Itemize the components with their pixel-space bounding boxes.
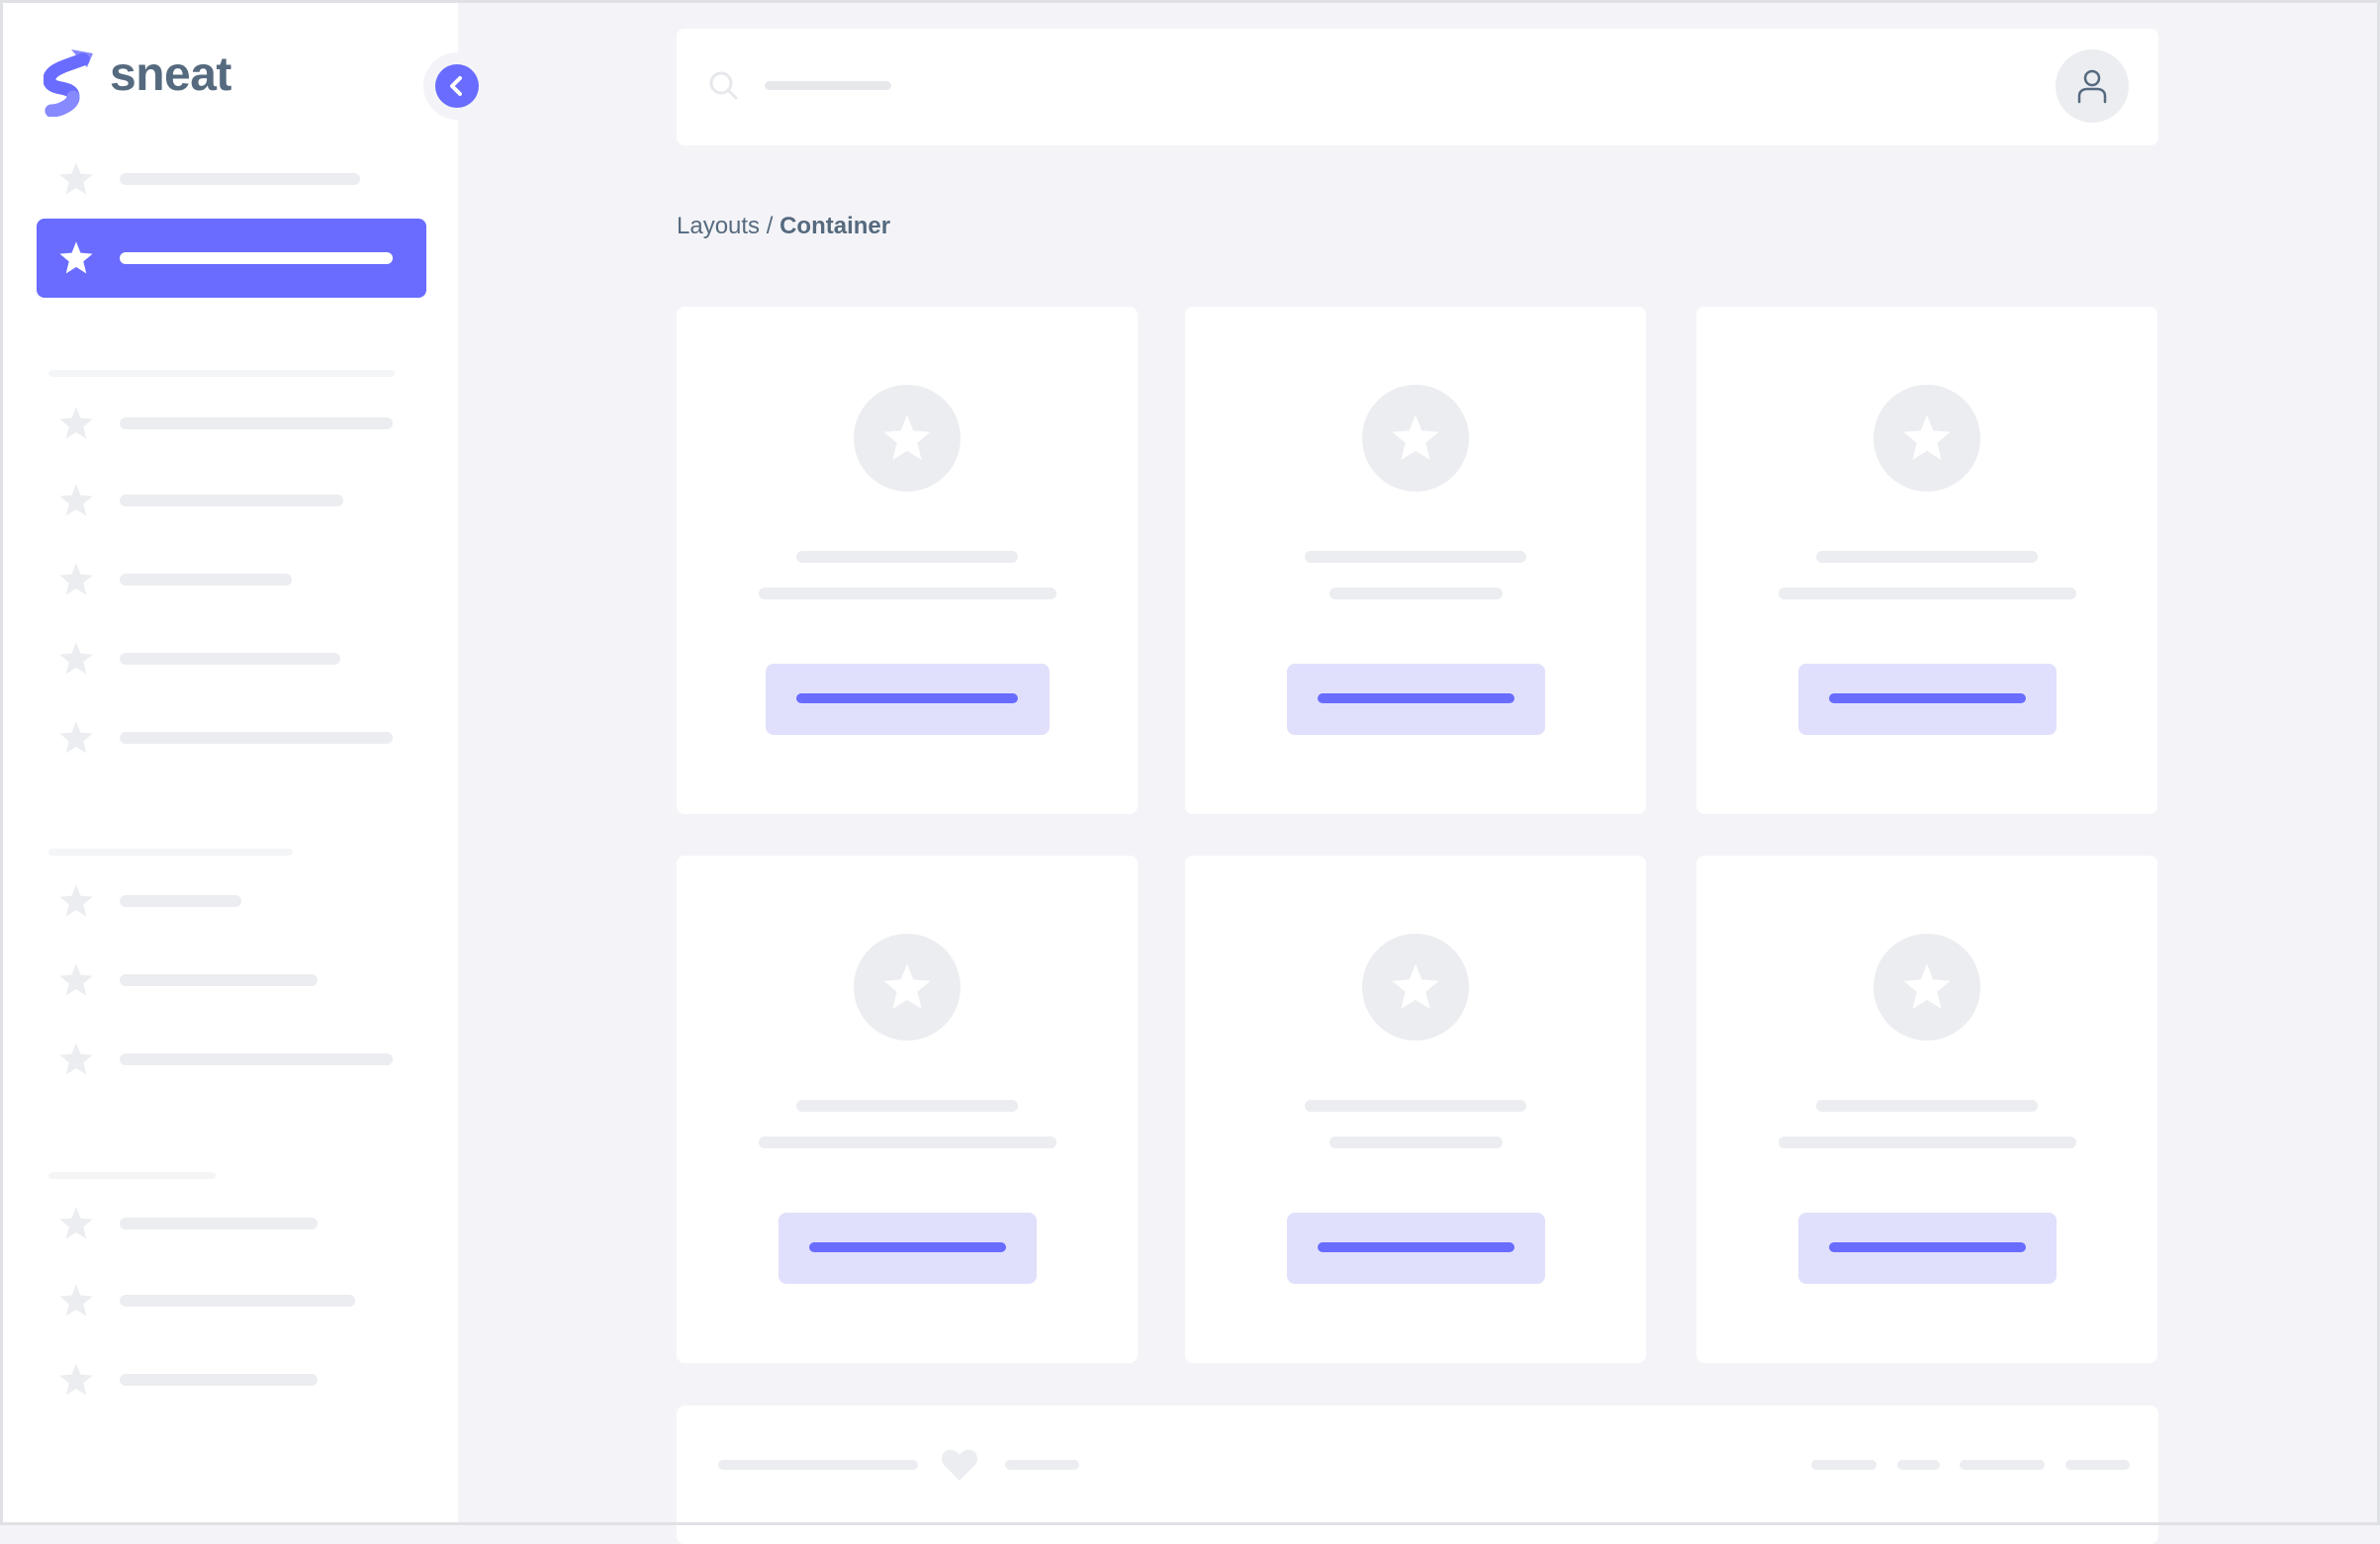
star-icon <box>57 882 95 920</box>
sidebar-item-label[interactable] <box>120 1053 393 1065</box>
star-icon <box>57 1282 95 1319</box>
sidebar-item-label[interactable] <box>120 653 340 665</box>
star-icon <box>57 1361 95 1399</box>
star-icon <box>57 640 95 678</box>
sidebar-item-label[interactable] <box>120 974 318 986</box>
footer <box>677 1406 2158 1544</box>
footer-link[interactable] <box>718 1460 918 1470</box>
breadcrumb-separator: / <box>766 213 774 239</box>
search-placeholder <box>765 81 891 90</box>
user-avatar[interactable] <box>2056 49 2129 123</box>
card-button-label <box>1828 693 2026 703</box>
content-card <box>677 307 1138 814</box>
card-button[interactable] <box>765 664 1050 735</box>
star-icon <box>1900 960 1954 1014</box>
card-subtitle <box>758 588 1056 599</box>
breadcrumb-current: Container <box>779 213 891 239</box>
card-button[interactable] <box>1286 1213 1545 1284</box>
sidebar-item-label[interactable] <box>120 732 393 744</box>
brand-name: sneat <box>110 48 231 101</box>
sidebar-item-label[interactable] <box>120 252 393 264</box>
card-title <box>1305 551 1526 563</box>
search-icon <box>709 71 738 100</box>
card-avatar <box>1874 385 1980 492</box>
user-icon <box>2077 69 2107 104</box>
card-button-label <box>1317 693 1514 703</box>
star-icon <box>880 960 934 1014</box>
sidebar-item-label[interactable] <box>120 173 360 185</box>
sidebar-item-label[interactable] <box>120 895 241 907</box>
sidebar-section-divider <box>48 370 395 377</box>
content-card <box>1185 307 1646 814</box>
footer-link[interactable] <box>1897 1460 1940 1470</box>
sidebar-section-divider <box>48 849 293 856</box>
card-button-label <box>1317 1242 1514 1252</box>
star-icon <box>57 561 95 598</box>
card-button-label <box>808 1242 1006 1252</box>
card-subtitle <box>1328 1136 1503 1148</box>
top-navbar <box>677 29 2158 145</box>
star-icon <box>1389 411 1442 465</box>
breadcrumb: Layouts / Container <box>677 213 890 240</box>
card-title <box>1816 551 2038 563</box>
star-icon <box>57 482 95 519</box>
card-button-label <box>1828 1242 2026 1252</box>
footer-link[interactable] <box>1005 1460 1079 1470</box>
sidebar-item-label[interactable] <box>120 574 292 586</box>
card-subtitle <box>1778 588 2076 599</box>
card-title <box>796 551 1018 563</box>
breadcrumb-parent[interactable]: Layouts <box>677 213 761 239</box>
card-button[interactable] <box>1797 1213 2057 1284</box>
card-avatar <box>1874 934 1980 1041</box>
sidebar: sneat <box>0 0 491 1525</box>
sidebar-item-label[interactable] <box>120 495 343 506</box>
card-avatar <box>854 934 961 1041</box>
star-icon <box>57 961 95 999</box>
card-button[interactable] <box>1286 664 1545 735</box>
footer-link[interactable] <box>1960 1460 2045 1470</box>
star-icon <box>57 1205 95 1242</box>
card-avatar <box>1362 385 1469 492</box>
sidebar-section-divider <box>48 1172 216 1179</box>
star-icon <box>57 239 95 277</box>
card-title <box>1305 1100 1526 1112</box>
sidebar-item-label[interactable] <box>120 1295 355 1307</box>
star-icon <box>1900 411 1954 465</box>
search-input[interactable] <box>706 58 944 114</box>
star-icon <box>57 405 95 442</box>
card-subtitle <box>1328 588 1503 599</box>
star-icon <box>57 160 95 198</box>
card-subtitle <box>758 1136 1056 1148</box>
logo-icon <box>43 49 93 118</box>
content-card <box>1185 856 1646 1363</box>
content-card <box>677 856 1138 1363</box>
card-button[interactable] <box>778 1213 1037 1284</box>
sidebar-item-label[interactable] <box>120 1218 318 1229</box>
card-button[interactable] <box>1797 664 2057 735</box>
card-avatar <box>1362 934 1469 1041</box>
footer-link[interactable] <box>2065 1460 2130 1470</box>
card-title <box>796 1100 1018 1112</box>
star-icon <box>57 719 95 757</box>
star-icon <box>57 1041 95 1078</box>
chevron-left-icon <box>450 76 462 96</box>
heart-icon <box>941 1447 978 1488</box>
brand-logo[interactable] <box>43 45 99 118</box>
sidebar-item-label[interactable] <box>120 417 393 429</box>
card-button-label <box>796 693 1018 703</box>
star-icon <box>1389 960 1442 1014</box>
sidebar-item-label[interactable] <box>120 1374 318 1386</box>
content-card <box>1696 307 2157 814</box>
card-subtitle <box>1778 1136 2076 1148</box>
star-icon <box>880 411 934 465</box>
collapse-sidebar-button[interactable] <box>435 64 479 108</box>
card-title <box>1816 1100 2038 1112</box>
content-card <box>1696 856 2157 1363</box>
footer-link[interactable] <box>1811 1460 1877 1470</box>
card-avatar <box>854 385 961 492</box>
